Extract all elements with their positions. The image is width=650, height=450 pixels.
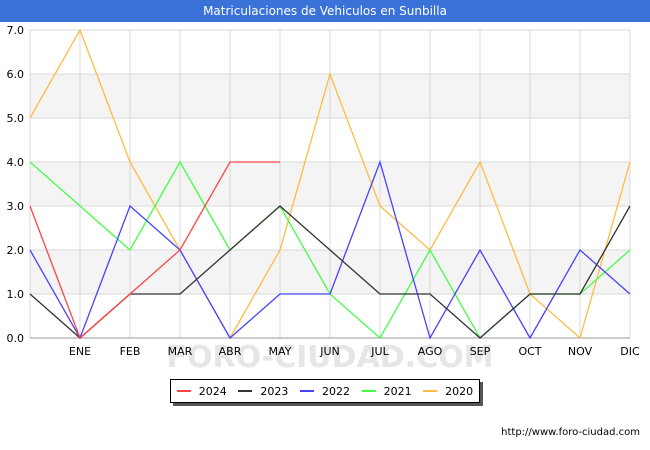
legend-item-2023: 2023 xyxy=(238,385,288,398)
x-tick-label: JUL xyxy=(370,345,389,358)
x-tick-label: SEP xyxy=(470,345,491,358)
legend-label: 2020 xyxy=(445,384,474,398)
source-url: http://www.foro-ciudad.com xyxy=(501,427,640,438)
y-tick-label: 3.0 xyxy=(7,200,25,213)
x-tick-label: ENE xyxy=(69,345,91,358)
legend-swatch xyxy=(238,390,253,392)
x-tick-label: NOV xyxy=(568,345,593,358)
x-tick-label: OCT xyxy=(518,345,541,358)
y-tick-label: 4.0 xyxy=(7,156,25,169)
y-tick-label: 5.0 xyxy=(7,112,25,125)
x-tick-label: MAY xyxy=(269,345,292,358)
y-axis-ticks: 0.0 1.0 2.0 3.0 4.0 5.0 6.0 7.0 xyxy=(7,24,25,345)
chart-title: Matriculaciones de Vehiculos en Sunbilla xyxy=(0,0,650,22)
x-tick-label: JUN xyxy=(319,345,340,358)
legend-swatch xyxy=(299,390,314,392)
x-tick-label: DIC xyxy=(620,345,640,358)
x-tick-label: FEB xyxy=(120,345,141,358)
line-chart: FORO-CIUDAD.COM 0.0 1.0 2.0 3.0 4.0 5.0 6.0 7.0… xyxy=(7,24,641,375)
x-axis-ticks: ENE FEB MAR ABR MAY JUN JUL AGO SEP OCT NOV DIC xyxy=(69,345,640,358)
legend: 2024 2023 2022 2021 2020 xyxy=(170,379,480,403)
y-tick-label: 6.0 xyxy=(7,68,25,81)
legend-label: 2024 xyxy=(198,384,227,398)
x-tick-label: AGO xyxy=(418,345,443,358)
legend-item-2022: 2022 xyxy=(299,384,350,398)
watermark: FORO-CIUDAD.COM xyxy=(167,340,494,375)
legend-swatch xyxy=(361,390,376,392)
legend-item-2020: 2020 xyxy=(423,385,473,398)
y-tick-label: 2.0 xyxy=(7,244,25,257)
legend-item-2021: 2021 xyxy=(361,384,412,398)
legend-label: 2023 xyxy=(260,384,289,398)
legend-item-2024: 2024 xyxy=(176,384,227,398)
series-line-2022 xyxy=(29,159,631,340)
y-tick-label: 0.0 xyxy=(7,332,25,345)
series-lines xyxy=(29,28,631,340)
legend-swatch xyxy=(423,390,438,392)
y-tick-label: 1.0 xyxy=(7,288,25,301)
y-tick-label: 7.0 xyxy=(7,24,25,37)
x-tick-label: ABR xyxy=(219,345,242,358)
legend-swatch xyxy=(176,390,191,392)
legend-label: 2021 xyxy=(383,384,412,398)
series-line-2024 xyxy=(29,161,280,340)
legend-label: 2022 xyxy=(321,384,350,398)
x-tick-label: MAR xyxy=(168,345,193,358)
